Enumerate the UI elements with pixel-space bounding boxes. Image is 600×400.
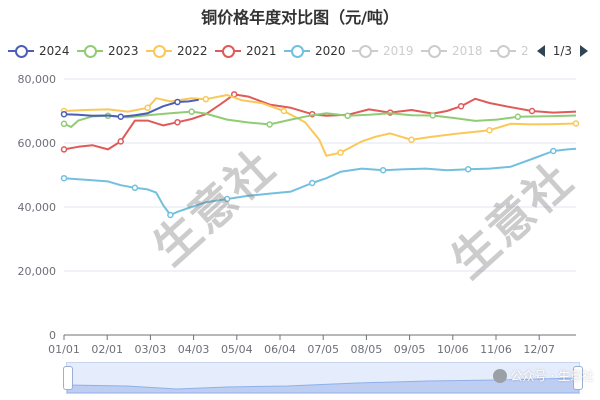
x-axis: 01/01 02/01 03/03 04/03 05/04 06/04 07/05 08/05… <box>48 334 576 356</box>
series-point-2022[interactable] <box>202 95 210 103</box>
wechat-brand: 公众号 · 生意社 <box>492 367 594 384</box>
legend-symbol-icon <box>215 44 241 58</box>
x-tick-label: 03/03 <box>135 343 167 356</box>
legend-item-2022[interactable]: 2022 <box>146 40 208 62</box>
series-point-2022[interactable] <box>144 104 151 112</box>
legend-label: 2021 <box>246 44 277 58</box>
legend-label: 2024 <box>39 44 70 58</box>
legend-item-truncated[interactable]: 2 <box>490 40 529 62</box>
next-page-icon[interactable] <box>580 45 588 57</box>
legend-symbol-icon <box>8 44 34 58</box>
series-point-2024[interactable] <box>174 98 181 106</box>
series-point-2020[interactable] <box>223 195 231 203</box>
legend-item-2023[interactable]: 2023 <box>77 40 139 62</box>
x-tick-label: 07/05 <box>307 343 339 356</box>
x-tick-label: 09/05 <box>394 343 426 356</box>
series-point-2023[interactable] <box>344 112 351 120</box>
series-point-2020[interactable] <box>550 147 557 155</box>
legend: 2024 2023 2022 2021 2020 2019 2018 2 <box>0 40 600 62</box>
x-tick-label: 12/07 <box>523 343 555 356</box>
prev-page-icon[interactable] <box>536 45 545 57</box>
series-line-2020[interactable] <box>63 147 577 216</box>
x-tick-label: 11/06 <box>480 343 512 356</box>
series-point-2023[interactable] <box>514 113 522 121</box>
x-tick-label: 08/05 <box>351 343 383 356</box>
legend-symbol-icon <box>77 44 103 58</box>
y-tick-label: 0 <box>49 329 56 342</box>
y-tick-label: 20,000 <box>18 265 57 278</box>
series-point-2023[interactable] <box>60 120 68 128</box>
series-point-2022[interactable] <box>337 149 344 156</box>
series-point-2020[interactable] <box>60 174 68 182</box>
legend-symbol-icon <box>284 44 310 58</box>
series-line-2024[interactable] <box>63 98 199 118</box>
y-axis: 0 20,000 40,000 60,000 80,000 <box>18 73 57 342</box>
x-tick-label: 01/01 <box>48 343 80 356</box>
series-point-2020[interactable] <box>167 211 174 219</box>
x-tick-label: 02/01 <box>91 343 123 356</box>
series-point-2022[interactable] <box>486 126 493 134</box>
series-point-2020[interactable] <box>308 179 316 187</box>
series-point-2023[interactable] <box>266 121 273 128</box>
series-point-2021[interactable] <box>528 107 536 115</box>
series-point-2024[interactable] <box>60 110 68 118</box>
series-point-2021[interactable] <box>60 146 68 153</box>
y-tick-label: 40,000 <box>18 201 57 214</box>
series-point-2021[interactable] <box>174 118 181 126</box>
zoom-handle-left[interactable] <box>63 366 73 390</box>
series-point-2022[interactable] <box>572 120 580 127</box>
y-tick-label: 60,000 <box>18 137 57 150</box>
x-tick-label: 05/04 <box>221 343 253 356</box>
y-tick-label: 80,000 <box>18 73 57 86</box>
series-point-2022[interactable] <box>280 107 288 115</box>
legend-item-2024[interactable]: 2024 <box>8 40 70 62</box>
series-point-2021[interactable] <box>117 138 124 145</box>
series-lines <box>60 91 580 219</box>
legend-label: 2023 <box>108 44 139 58</box>
series-point-2022[interactable] <box>408 136 415 144</box>
legend-symbol-icon <box>421 44 447 58</box>
series-point-2023[interactable] <box>429 112 437 119</box>
series-point-2024[interactable] <box>117 113 124 121</box>
wechat-icon <box>492 368 507 383</box>
x-tick-label: 04/03 <box>178 343 210 356</box>
chart-title: 铜价格年度对比图（元/吨） <box>201 8 399 27</box>
zoom-preview <box>67 377 579 393</box>
series-point-2020[interactable] <box>379 166 387 174</box>
legend-label: 2018 <box>452 44 483 58</box>
x-tick-label: 06/04 <box>264 343 296 356</box>
legend-pager: 1/3 <box>529 40 596 62</box>
legend-label: 2020 <box>315 44 346 58</box>
series-line-2021[interactable] <box>63 93 577 151</box>
x-tick-label: 10/06 <box>437 343 469 356</box>
series-point-2023[interactable] <box>188 108 195 115</box>
zoom-handle-right[interactable] <box>573 366 583 390</box>
wechat-brand-text: 公众号 · 生意社 <box>510 369 594 383</box>
legend-page-indicator: 1/3 <box>552 44 572 58</box>
legend-item-2021[interactable]: 2021 <box>215 40 277 62</box>
legend-item-2020[interactable]: 2020 <box>284 40 346 62</box>
legend-label: 2 <box>521 44 529 58</box>
series-point-2021[interactable] <box>457 102 465 110</box>
series-point-2020[interactable] <box>131 184 139 192</box>
legend-label: 2022 <box>177 44 208 58</box>
legend-item-2019[interactable]: 2019 <box>352 40 414 62</box>
legend-symbol-icon <box>146 44 172 58</box>
legend-label: 2019 <box>383 44 414 58</box>
legend-item-2018[interactable]: 2018 <box>421 40 483 62</box>
series-line-2022[interactable] <box>63 94 577 157</box>
series-point-2020[interactable] <box>464 165 472 173</box>
legend-symbol-icon <box>352 44 378 58</box>
legend-symbol-icon <box>490 44 516 58</box>
